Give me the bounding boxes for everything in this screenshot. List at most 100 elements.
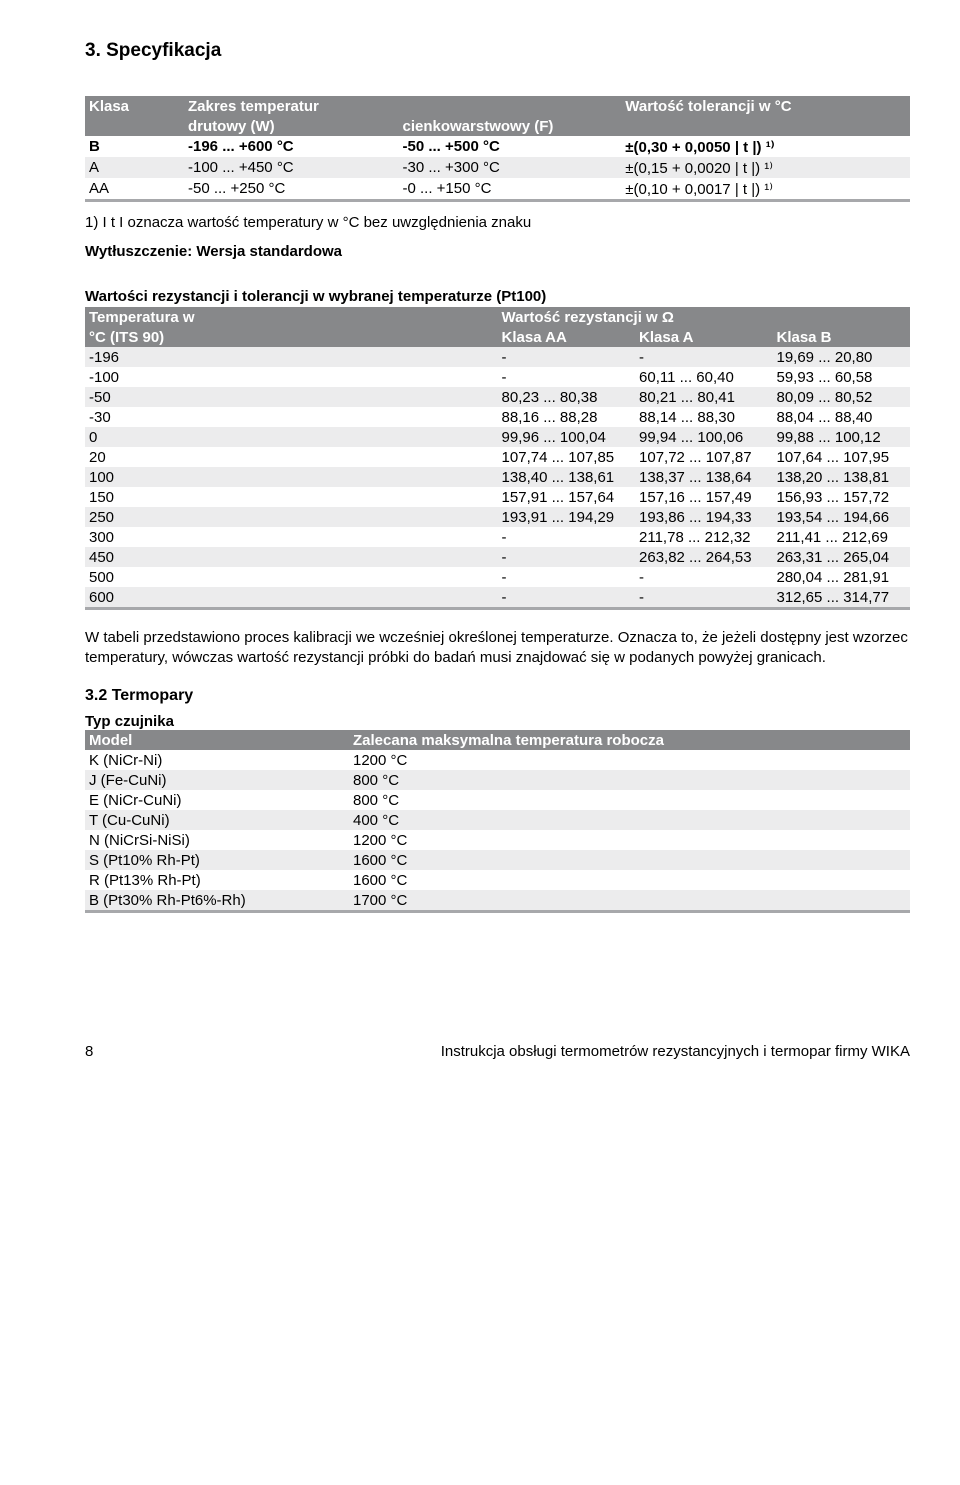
table-row: B-196 ... +600 °C-50 ... +500 °C±(0,30 +… (85, 136, 910, 157)
table-row: AA-50 ... +250 °C-0 ... +150 °C±(0,10 + … (85, 178, 910, 199)
table-cell: J (Fe-CuNi) (85, 770, 349, 790)
table-cell: 157,16 ... 157,49 (635, 487, 772, 507)
table-cell: 0 (85, 427, 498, 447)
table-cell: - (498, 527, 635, 547)
table-row: R (Pt13% Rh-Pt)1600 °C (85, 870, 910, 890)
table-cell: 99,94 ... 100,06 (635, 427, 772, 447)
table-cell: 300 (85, 527, 498, 547)
table-cell: ±(0,10 + 0,0017 | t |) ¹⁾ (621, 178, 910, 199)
table-row: -100-60,11 ... 60,4059,93 ... 60,58 (85, 367, 910, 387)
table-cell: K (NiCr-Ni) (85, 750, 349, 770)
table-cell: N (NiCrSi-NiSi) (85, 830, 349, 850)
footnote: 1) I t I oznacza wartość temperatury w °… (85, 214, 910, 231)
table-cell: 280,04 ... 281,91 (772, 567, 910, 587)
table-row: E (NiCr-CuNi)800 °C (85, 790, 910, 810)
table-cell: 138,37 ... 138,64 (635, 467, 772, 487)
table-row: T (Cu-CuNi)400 °C (85, 810, 910, 830)
table-cell: 20 (85, 447, 498, 467)
table-cell: 99,88 ... 100,12 (772, 427, 910, 447)
table-cell: 500 (85, 567, 498, 587)
table-cell: 59,93 ... 60,58 (772, 367, 910, 387)
table-cell: 450 (85, 547, 498, 567)
table-cell: 156,93 ... 157,72 (772, 487, 910, 507)
table-cell: 312,65 ... 314,77 (772, 587, 910, 607)
table-row: -3088,16 ... 88,2888,14 ... 88,3088,04 .… (85, 407, 910, 427)
t2-h2b: Klasa AA (498, 327, 635, 347)
table-row: 450-263,82 ... 264,53263,31 ... 265,04 (85, 547, 910, 567)
table-cell: 88,16 ... 88,28 (498, 407, 635, 427)
t1-h-col2: Zakres temperatur (184, 96, 399, 116)
table-row: 500--280,04 ... 281,91 (85, 567, 910, 587)
table-cell: 150 (85, 487, 498, 507)
table-cell: 1600 °C (349, 870, 910, 890)
table-cell: -50 (85, 387, 498, 407)
table-cell: 138,40 ... 138,61 (498, 467, 635, 487)
table-cell: S (Pt10% Rh-Pt) (85, 850, 349, 870)
table-cell: 193,54 ... 194,66 (772, 507, 910, 527)
page-footer: 8 Instrukcja obsługi termometrów rezysta… (85, 1043, 910, 1060)
t2-h2d: Klasa B (772, 327, 910, 347)
table-row: J (Fe-CuNi)800 °C (85, 770, 910, 790)
table-cell: 107,74 ... 107,85 (498, 447, 635, 467)
table-cell: 1600 °C (349, 850, 910, 870)
t2-h2a: °C (ITS 90) (85, 327, 498, 347)
table-row: K (NiCr-Ni)1200 °C (85, 750, 910, 770)
table-cell: -196 (85, 347, 498, 367)
table-cell: R (Pt13% Rh-Pt) (85, 870, 349, 890)
explanation-paragraph: W tabeli przedstawiono proces kalibracji… (85, 628, 910, 667)
table-cell: 800 °C (349, 790, 910, 810)
table-cell: 88,14 ... 88,30 (635, 407, 772, 427)
table-row: -5080,23 ... 80,3880,21 ... 80,4180,09 .… (85, 387, 910, 407)
table-cell: 107,72 ... 107,87 (635, 447, 772, 467)
table-cell: 99,96 ... 100,04 (498, 427, 635, 447)
table-cell: 80,09 ... 80,52 (772, 387, 910, 407)
table-cell: 1200 °C (349, 750, 910, 770)
table-cell: -30 (85, 407, 498, 427)
table-cell: 80,23 ... 80,38 (498, 387, 635, 407)
resistance-table: Temperatura w Wartość rezystancji w Ω °C… (85, 307, 910, 607)
table-row: 099,96 ... 100,0499,94 ... 100,0699,88 .… (85, 427, 910, 447)
table-cell: - (498, 347, 635, 367)
table-cell: 193,86 ... 194,33 (635, 507, 772, 527)
t1-h-col4: Wartość tolerancji w °C (621, 96, 910, 116)
table-cell: 400 °C (349, 810, 910, 830)
table2-title: Wartości rezystancji i tolerancji w wybr… (85, 288, 910, 305)
table-rule (85, 199, 910, 202)
table-cell: 211,41 ... 212,69 (772, 527, 910, 547)
table-cell: ±(0,15 + 0,0020 | t |) ¹⁾ (621, 157, 910, 178)
table-cell: -0 ... +150 °C (399, 178, 622, 199)
table-cell: 80,21 ... 80,41 (635, 387, 772, 407)
table-cell: 107,64 ... 107,95 (772, 447, 910, 467)
table-cell: 600 (85, 587, 498, 607)
table-row: 100138,40 ... 138,61138,37 ... 138,64138… (85, 467, 910, 487)
table-cell: 1200 °C (349, 830, 910, 850)
table-cell: 60,11 ... 60,40 (635, 367, 772, 387)
sensor-type-label: Typ czujnika (85, 713, 910, 730)
table-cell: 19,69 ... 20,80 (772, 347, 910, 367)
table-cell: 138,20 ... 138,81 (772, 467, 910, 487)
section-title: 3. Specyfikacja (85, 40, 910, 62)
table-cell: E (NiCr-CuNi) (85, 790, 349, 810)
t2-h1b: Wartość rezystancji w Ω (498, 307, 910, 327)
table-cell: 211,78 ... 212,32 (635, 527, 772, 547)
table-rule (85, 607, 910, 610)
table-cell: - (498, 547, 635, 567)
t1-h-col1: Klasa (85, 96, 184, 116)
t2-h2c: Klasa A (635, 327, 772, 347)
table-cell: AA (85, 178, 184, 199)
footer-text: Instrukcja obsługi termometrów rezystanc… (441, 1043, 910, 1060)
table-cell: 193,91 ... 194,29 (498, 507, 635, 527)
table-cell: 263,31 ... 265,04 (772, 547, 910, 567)
t1-h-sub3: cienkowarstwowy (F) (399, 116, 622, 136)
t2-h1a: Temperatura w (85, 307, 498, 327)
table-cell: T (Cu-CuNi) (85, 810, 349, 830)
table-cell: 800 °C (349, 770, 910, 790)
table-cell: 250 (85, 507, 498, 527)
table-cell: B (85, 136, 184, 157)
table-row: 20107,74 ... 107,85107,72 ... 107,87107,… (85, 447, 910, 467)
table-row: S (Pt10% Rh-Pt)1600 °C (85, 850, 910, 870)
table-cell: 263,82 ... 264,53 (635, 547, 772, 567)
subsection-3-2: 3.2 Termopary (85, 687, 910, 705)
table-rule (85, 910, 910, 913)
table-cell: -100 (85, 367, 498, 387)
